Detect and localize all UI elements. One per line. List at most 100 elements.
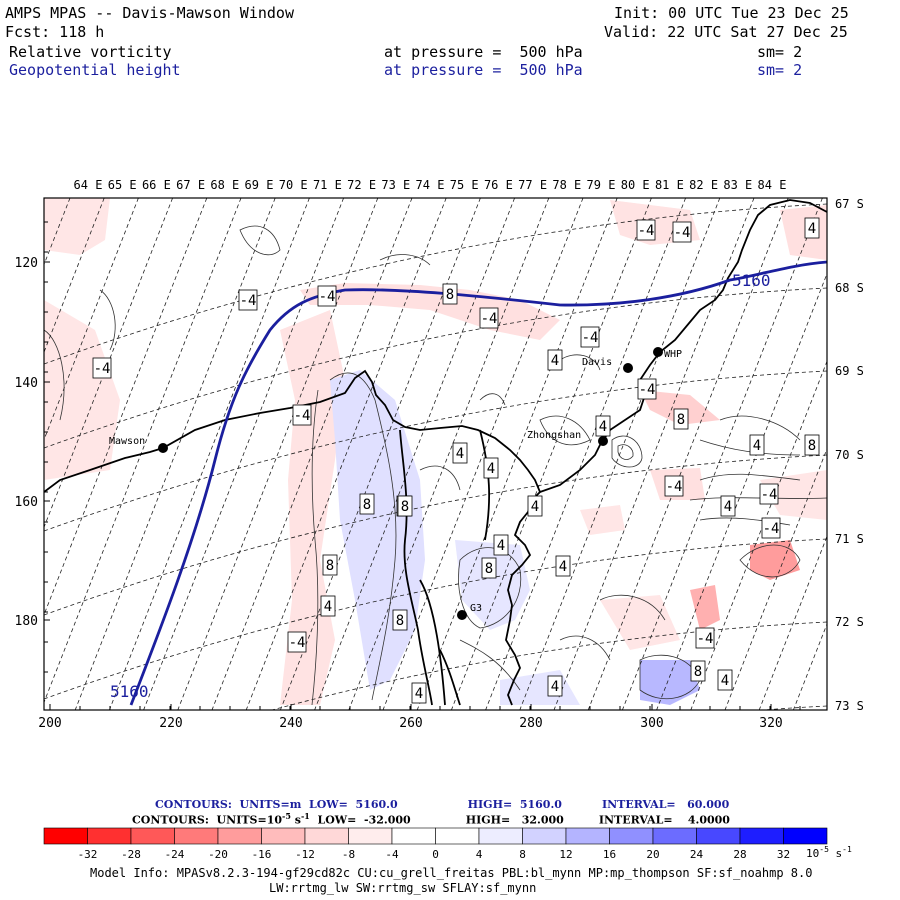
contour-label: -4 (695, 627, 715, 649)
plot-title: AMPS MPAS -- Davis-Mawson Window (5, 4, 294, 22)
station-label: WHP (664, 349, 682, 360)
meridian-line (44, 198, 173, 529)
contour-label: -4 (759, 483, 779, 505)
lon-label: 80 E (621, 178, 650, 192)
contour-value-labels: -4 -4 -4 -4 -4 -4 -4 -4 -4 -4 -4 -4 -4 -4 4 4 4 4 4 4 4 4 4 4 4 4… (92, 217, 820, 704)
colorbar-cell (478, 827, 523, 845)
contour-label: -4 (92, 357, 112, 379)
svg-text:-4: -4 (582, 330, 599, 346)
contour-label: -4 (479, 307, 499, 329)
colorbar-tick-label: 32 (777, 848, 790, 861)
station-label: Mawson (109, 436, 145, 447)
colorbar-tick-label: -24 (165, 848, 185, 861)
contour-label: 4 (720, 495, 736, 517)
contour-label: 4 (804, 217, 820, 239)
colorbar-cell (217, 827, 262, 845)
lon-label: 66 E (142, 178, 171, 192)
init-time: Init: 00 UTC Tue 23 Dec 25 (614, 4, 849, 22)
contour-label: -4 (580, 326, 600, 348)
svg-text:4: 4 (599, 419, 607, 435)
contour-label: -4 (672, 221, 692, 243)
colorbar-tick-label: 24 (690, 848, 704, 861)
meridian-line (0, 198, 2, 710)
meridian-line (44, 198, 139, 441)
contour-label: -4 (287, 631, 307, 653)
contour-label: 4 (452, 442, 468, 464)
lon-label: 69 E (245, 178, 274, 192)
svg-text:4: 4 (456, 446, 464, 462)
svg-text:4: 4 (721, 673, 729, 689)
colorbar-tick-label: 28 (733, 848, 746, 861)
colorbar-cell (739, 827, 784, 845)
meridian-line (485, 198, 686, 710)
colorbar-tick-label: -16 (252, 848, 272, 861)
svg-text:8: 8 (446, 287, 454, 303)
svg-text:-4: -4 (674, 225, 691, 241)
contour-label: -4 (761, 517, 781, 539)
meridian-line (416, 198, 618, 710)
y-tick-label: 180 (15, 614, 38, 629)
field-2-level: at pressure = 500 hPa (384, 61, 583, 79)
lon-label: 70 E (279, 178, 308, 192)
contour-label: 8 (481, 557, 497, 579)
contour-label: 4 (320, 595, 336, 617)
model-info-line-1: Model Info: MPASv8.2.3-194-gf29cd82c CU:… (90, 866, 813, 880)
colorbar-cell (174, 827, 219, 845)
colorbar-cell (435, 827, 480, 845)
lat-label: 73 S (835, 699, 864, 713)
meridian-line (0, 198, 36, 710)
height-contour-info: CONTOURS: UNITS=m LOW= 5160.0 HIGH= 5160.… (155, 798, 730, 811)
colorbar-cell (130, 827, 175, 845)
contour-label: 4 (555, 555, 571, 577)
colorbar-cell (609, 827, 654, 845)
station-dot (598, 436, 608, 446)
contour-label: 8 (359, 493, 375, 515)
lon-label: 73 E (381, 178, 410, 192)
colorbar-cell (565, 827, 610, 845)
y-tick-label: 140 (15, 376, 38, 391)
svg-text:4: 4 (753, 438, 761, 454)
parallel-line (44, 287, 827, 449)
parallel-line (44, 538, 827, 700)
colorbar-tick-label: -8 (342, 848, 355, 861)
meridian-line (245, 198, 447, 710)
x-tick-label: 280 (519, 716, 542, 731)
colorbar-cell (783, 827, 828, 845)
plot-frame (43, 197, 828, 711)
longitude-labels: 64 E 65 E 66 E 67 E 68 E 69 E 70 E 71 E 72 E 73 E… (74, 178, 787, 192)
lat-label: 72 S (835, 615, 864, 629)
svg-text:-4: -4 (639, 382, 656, 398)
colorbar-tick-label: -32 (78, 848, 98, 861)
colorbar-cell (652, 827, 697, 845)
field-1-level: at pressure = 500 hPa (384, 43, 583, 61)
station-dot (653, 347, 663, 357)
svg-text:4: 4 (415, 686, 423, 702)
lat-label: 70 S (835, 448, 864, 462)
geopotential-height-contour (129, 260, 827, 706)
meridian-line (74, 198, 276, 710)
lon-label: 77 E (518, 178, 547, 192)
latitude-labels: 67 S 68 S 69 S 70 S 71 S 72 S 73 S (835, 197, 864, 713)
lon-label: 81 E (655, 178, 684, 192)
meridian-line (758, 535, 827, 710)
meridian-line (622, 198, 823, 710)
colorbar-cell (348, 827, 393, 845)
contour-label: 8 (804, 434, 820, 456)
meridian-line (724, 447, 827, 710)
meridian-line (44, 198, 105, 354)
contour-label: -4 (317, 285, 337, 307)
colorbar-cell (696, 827, 741, 845)
svg-text:-4: -4 (763, 521, 780, 537)
colorbar-tick-label: 12 (559, 848, 572, 861)
svg-text:8: 8 (808, 438, 816, 454)
colorbar-units: 10-5 s-1 (806, 845, 852, 860)
contour-label: 4 (595, 415, 611, 437)
station-markers: Mawson Davis WHP Zhongshan G3 (109, 347, 682, 620)
colorbar-tick-label: 16 (603, 848, 616, 861)
contour-label: -4 (292, 404, 312, 426)
lon-label: 64 E (74, 178, 103, 192)
lon-label: 74 E (416, 178, 445, 192)
svg-text:-4: -4 (289, 635, 306, 651)
svg-text:-4: -4 (761, 487, 778, 503)
